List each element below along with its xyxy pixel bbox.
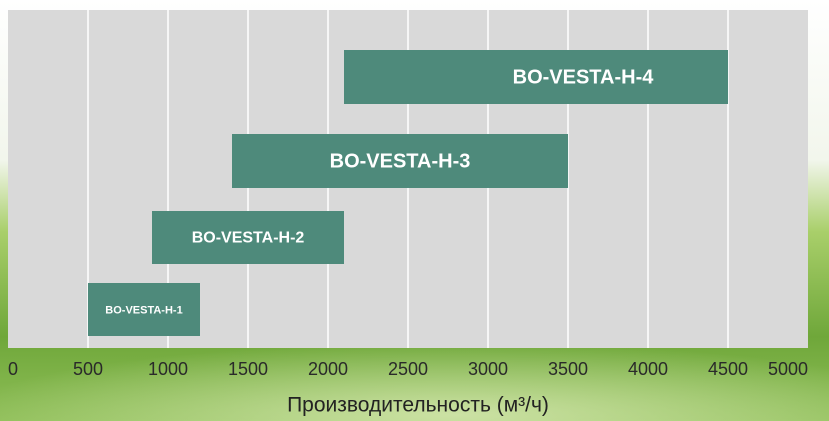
x-tick-label: 1000 xyxy=(148,359,188,379)
bar-label: BO-VESTA-H-1 xyxy=(105,304,182,316)
bar-label: BO-VESTA-H-2 xyxy=(192,230,305,247)
x-tick-label: 1500 xyxy=(228,359,268,379)
x-tick-label: 2500 xyxy=(388,359,428,379)
x-tick-label: 4500 xyxy=(708,359,748,379)
bar xyxy=(344,50,728,104)
bar xyxy=(88,283,200,336)
x-tick-label: 5000 xyxy=(768,359,808,379)
bar-label: BO-VESTA-H-4 xyxy=(513,66,655,88)
x-tick-label: 0 xyxy=(8,359,18,379)
bar xyxy=(152,211,344,264)
x-axis-title: Производительность (м³/ч) xyxy=(287,394,549,417)
x-tick-label: 2000 xyxy=(308,359,348,379)
bar-label: BO-VESTA-H-3 xyxy=(330,150,471,172)
x-tick-label: 500 xyxy=(73,359,103,379)
bar xyxy=(232,134,568,188)
x-tick-label: 3000 xyxy=(468,359,508,379)
x-tick-label: 3500 xyxy=(548,359,588,379)
x-tick-label: 4000 xyxy=(628,359,668,379)
